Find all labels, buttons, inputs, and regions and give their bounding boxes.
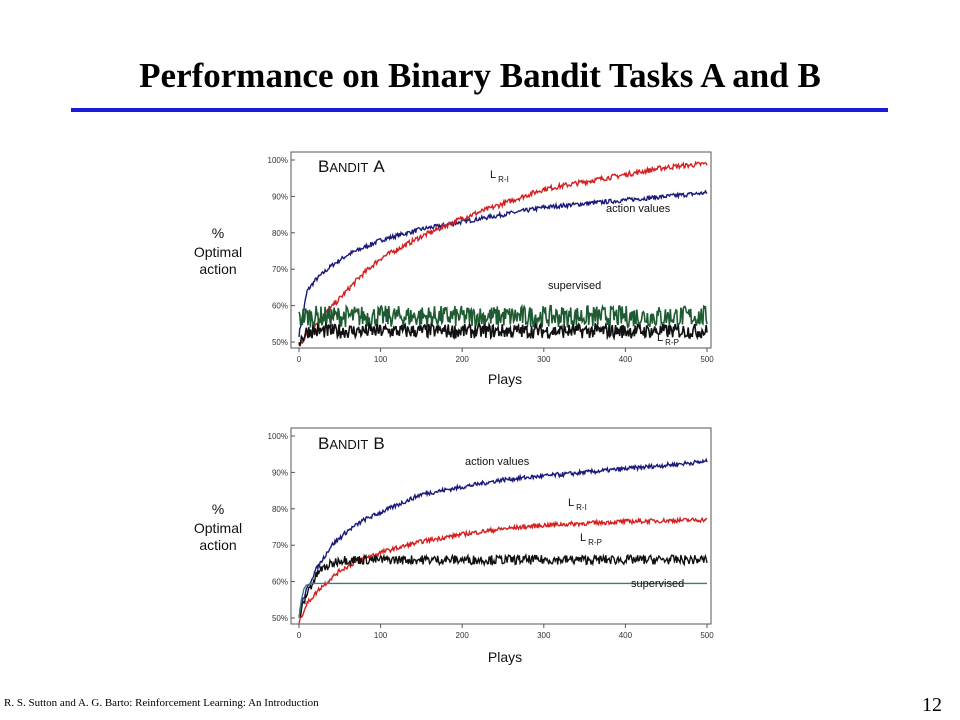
- x-tick-label: 500: [700, 355, 714, 364]
- x-tick-label: 100: [374, 355, 388, 364]
- x-tick-label: 500: [700, 631, 714, 640]
- series-line-supervised: [298, 303, 708, 331]
- y-axis-title-line: action: [199, 261, 236, 277]
- series-label-main: L: [490, 169, 496, 181]
- chart-panel-2: 50% 60% 70% 80% 90% 100% 0 100 200 300 400 500 Plays…: [194, 427, 714, 665]
- x-tick-label: 100: [374, 631, 388, 640]
- series-label: L R-I: [568, 497, 587, 512]
- y-axis-title-line: Optimal: [194, 244, 242, 260]
- y-tick-label: 90%: [272, 192, 288, 201]
- y-tick-label: 70%: [272, 541, 288, 550]
- chart-panel-1: 50% 60% 70% 80% 90% 100% 0 100 200 300 400 500 Plays…: [194, 151, 714, 387]
- panel-title-first: B: [318, 434, 329, 453]
- y-tick-label: 100%: [268, 432, 288, 441]
- panel-title-rest: ANDIT: [329, 437, 368, 452]
- series-label-sub: R-I: [576, 503, 587, 512]
- y-tick-label: 50%: [272, 614, 288, 623]
- x-tick-label: 0: [297, 355, 302, 364]
- series-line-l-r-i: [298, 160, 708, 346]
- series-label: L R-P: [580, 532, 602, 547]
- panel-title: BANDIT A: [318, 157, 385, 176]
- y-axis-title-line: %: [212, 225, 224, 241]
- y-tick-label: 50%: [272, 338, 288, 347]
- x-tick-label: 300: [537, 355, 551, 364]
- plot-frame: [290, 151, 712, 349]
- series-label: action values: [465, 456, 530, 468]
- series-label: supervised: [548, 280, 601, 292]
- series-label-main: action values: [606, 203, 671, 215]
- x-tick-label: 200: [456, 355, 470, 364]
- x-tick-label: 200: [456, 631, 470, 640]
- series-line-action-values: [298, 189, 708, 337]
- panel-title-suffix: B: [373, 434, 384, 453]
- panel-title-suffix: A: [373, 157, 385, 176]
- series-label-sub: R-P: [665, 338, 679, 347]
- series-label-sub: R-P: [588, 538, 602, 547]
- y-axis-title-line: action: [199, 537, 236, 553]
- plot-frame: [290, 427, 712, 625]
- series-line-l-r-i: [298, 515, 708, 624]
- title-rule: [71, 108, 888, 112]
- series-label-main: supervised: [631, 578, 684, 590]
- series-line-supervised: [298, 582, 707, 619]
- panel-title-first: B: [318, 157, 329, 176]
- series-label-sub: R-I: [498, 175, 509, 184]
- panel-title-rest: ANDIT: [329, 160, 368, 175]
- y-tick-label: 60%: [272, 578, 288, 587]
- x-axis-title: Plays: [488, 371, 522, 387]
- x-tick-label: 400: [619, 631, 633, 640]
- series-line-l-r-p: [298, 553, 708, 617]
- y-axis-title-line: %: [212, 501, 224, 517]
- slide-number: 12: [922, 694, 942, 716]
- footer-citation: R. S. Sutton and A. G. Barto: Reinforcem…: [4, 697, 319, 709]
- y-tick-label: 90%: [272, 468, 288, 477]
- series-line-action-values: [299, 457, 708, 611]
- slide-title: Performance on Binary Bandit Tasks A and…: [139, 56, 821, 95]
- x-tick-label: 0: [297, 631, 302, 640]
- series-label: L R-I: [490, 169, 509, 184]
- y-tick-label: 100%: [268, 156, 288, 165]
- y-tick-label: 80%: [272, 505, 288, 514]
- series-label-main: supervised: [548, 280, 601, 292]
- series-label-main: L: [568, 497, 574, 509]
- x-tick-label: 300: [537, 631, 551, 640]
- y-tick-label: 80%: [272, 229, 288, 238]
- x-tick-label: 400: [619, 355, 633, 364]
- panel-title: BANDIT B: [318, 434, 385, 453]
- y-axis-title-line: Optimal: [194, 520, 242, 536]
- series-label-main: action values: [465, 456, 530, 468]
- y-tick-label: 70%: [272, 265, 288, 274]
- x-axis-title: Plays: [488, 649, 522, 665]
- series-label: supervised: [631, 578, 684, 590]
- series-label: L R-P: [657, 332, 679, 347]
- y-tick-label: 60%: [272, 302, 288, 311]
- series-label: action values: [606, 203, 671, 215]
- series-line-l-r-p: [298, 321, 708, 347]
- series-label-main: L: [580, 532, 586, 544]
- series-label-main: L: [657, 332, 663, 344]
